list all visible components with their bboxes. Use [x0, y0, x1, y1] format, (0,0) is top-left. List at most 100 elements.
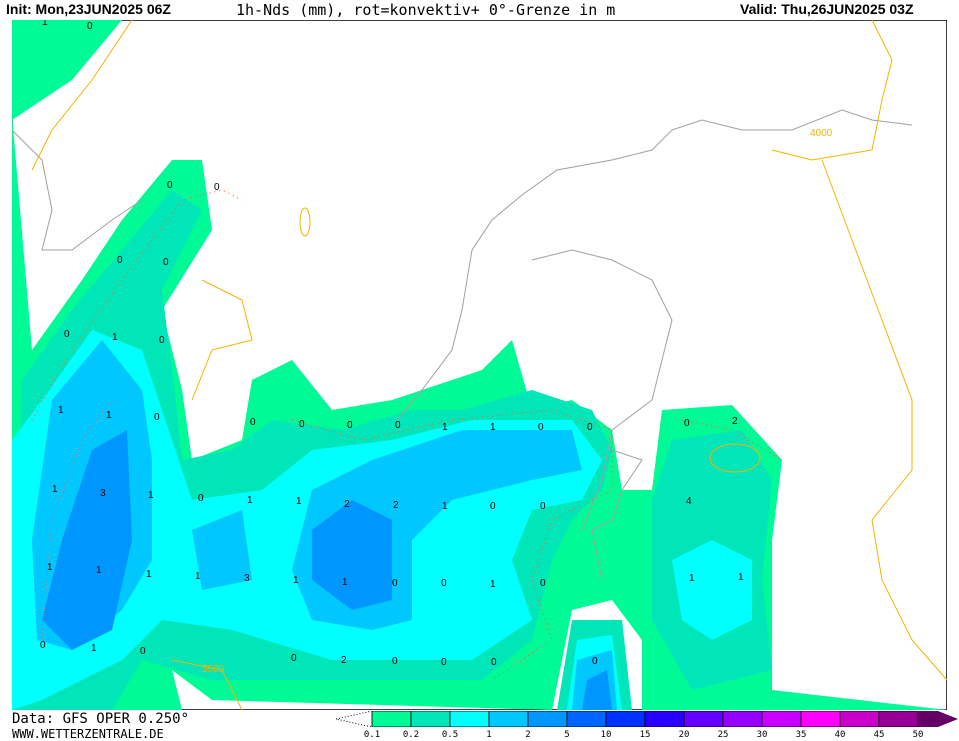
precip-contour-label: 2 [344, 499, 350, 510]
precip-contour-label: 0 [154, 412, 160, 423]
precipitation-map: 1 0 0 0 0 0 0 1 0 1 1 0 0 0 0 0 1 1 0 0 1 3 1 0 1 1 2 2 1 0 0 0 2 4 1 1 1 1 3 1… [12, 20, 947, 710]
precip-contour-label: 1 [195, 571, 201, 582]
legend-tick-label: 50 [912, 730, 924, 740]
legend-swatch [839, 711, 880, 727]
legend-below-min [336, 711, 373, 727]
map-title: 1h-Nds (mm), rot=konvektiv+ 0°-Grenze in… [236, 1, 616, 19]
legend-swatch [527, 711, 568, 727]
legend-swatch [800, 711, 841, 727]
precip-contour-label: 0 [40, 640, 46, 651]
precip-contour-label: 1 [296, 496, 302, 507]
legend-swatch [722, 711, 763, 727]
legend-swatch [488, 711, 529, 727]
legend-tick-label: 10 [600, 730, 612, 740]
precip-contour-label: 0 [347, 420, 353, 431]
precip-contour-label: 0 [392, 656, 398, 667]
precip-contour-label: 1 [52, 484, 58, 495]
precip-contour-label: 0 [140, 646, 146, 657]
precip-contour-label: 0 [491, 657, 497, 668]
legend-tick-label: 35 [795, 730, 807, 740]
legend-tick-label: 5 [564, 730, 570, 740]
precip-contour-label: 0 [163, 257, 169, 268]
legend-tick-label: 15 [639, 730, 651, 740]
precip-contour-label: 1 [146, 569, 152, 580]
legend-swatch [761, 711, 802, 727]
legend-swatch [683, 711, 724, 727]
legend-swatch [644, 711, 685, 727]
precip-contour-label: 2 [341, 655, 347, 666]
precip-contour-label: 0 [592, 656, 598, 667]
precip-area-2 [42, 430, 612, 710]
precip-contour-label: 0 [538, 422, 544, 433]
precipitation-fields [12, 20, 947, 710]
precip-contour-label: 0 [117, 255, 123, 266]
precip-contour-label: 1 [342, 577, 348, 588]
precip-contour-label: 0 [291, 653, 297, 664]
legend-tick-label: 1 [486, 730, 492, 740]
precip-contour-label: 0 [395, 420, 401, 431]
precip-contour-label: 0 [392, 578, 398, 589]
precip-contour-label: 1 [293, 575, 299, 586]
contour-labels: 1 0 0 0 0 0 0 1 0 1 1 0 0 0 0 0 1 1 0 0 1 3 1 0 1 1 2 2 1 0 0 0 2 4 1 1 1 1 3 1… [40, 20, 833, 675]
precip-contour-label: 0 [64, 329, 70, 340]
legend-tick-label: 0.1 [363, 730, 381, 740]
precip-contour-label: 0 [159, 335, 165, 346]
precip-contour-label: 0 [299, 419, 305, 430]
precip-contour-label: 2 [732, 416, 738, 427]
color-legend [336, 711, 958, 727]
precip-contour-label: 0 [587, 422, 593, 433]
freezing-level-label: 4000 [810, 128, 833, 139]
freezing-level-label: 3500 [202, 664, 225, 675]
legend-tick-label: 25 [717, 730, 729, 740]
legend-swatch [566, 711, 607, 727]
legend-tick-label: 20 [678, 730, 690, 740]
valid-time: Valid: Thu,26JUN2025 03Z [740, 1, 914, 17]
legend-tick-label: 40 [834, 730, 846, 740]
precip-contour-label: 0 [490, 501, 496, 512]
legend-tick-label: 30 [756, 730, 768, 740]
legend-swatch [410, 711, 451, 727]
precip-contour-label: 1 [47, 562, 53, 573]
legend-swatch [449, 711, 490, 727]
legend-tick-label: 2 [525, 730, 531, 740]
precip-contour-label: 0 [198, 493, 204, 504]
precip-contour-label: 1 [96, 565, 102, 576]
convective-contours [31, 189, 783, 681]
freezing-level-contours [31, 20, 947, 710]
init-time: Init: Mon,23JUN2025 06Z [6, 1, 171, 17]
precip-contour-label: 1 [442, 501, 448, 512]
legend-swatch [878, 711, 919, 727]
precip-contour-label: 1 [490, 579, 496, 590]
precip-contour-label: 3 [244, 573, 250, 584]
precip-contour-label: 0 [540, 501, 546, 512]
precip-contour-label: 0 [167, 180, 173, 191]
precip-contour-label: 1 [490, 422, 496, 433]
website: WWW.WETTERZENTRALE.DE [12, 727, 164, 741]
precip-contour-label: 2 [393, 500, 399, 511]
precip-contour-label: 0 [684, 418, 690, 429]
precip-contour-label: 1 [106, 410, 112, 421]
precip-contour-label: 0 [87, 21, 93, 32]
precip-contour-label: 1 [689, 573, 695, 584]
precip-contour-label: 0 [540, 578, 546, 589]
legend-tick-label: 45 [873, 730, 885, 740]
precip-contour-label: 0 [250, 417, 256, 428]
precip-contour-label: 0 [214, 182, 220, 193]
precip-contour-label: 1 [91, 643, 97, 654]
precip-contour-label: 1 [442, 422, 448, 433]
precip-contour-label: 1 [112, 332, 118, 343]
precip-area-0.1 [12, 20, 122, 120]
legend-tick-label: 0.5 [441, 730, 459, 740]
precip-contour-label: 1 [738, 572, 744, 583]
precip-contour-label: 1 [58, 405, 64, 416]
precip-contour-label: 0 [441, 578, 447, 589]
legend-swatch [605, 711, 646, 727]
precip-contour-label: 1 [247, 495, 253, 506]
precip-contour-label: 0 [441, 657, 447, 668]
precip-contour-label: 3 [100, 488, 106, 499]
coastlines [12, 109, 913, 581]
precip-contour-label: 1 [148, 490, 154, 501]
precip-contour-label: 4 [686, 496, 692, 507]
data-source: Data: GFS OPER 0.250° [12, 711, 190, 727]
legend-swatch [371, 711, 412, 727]
